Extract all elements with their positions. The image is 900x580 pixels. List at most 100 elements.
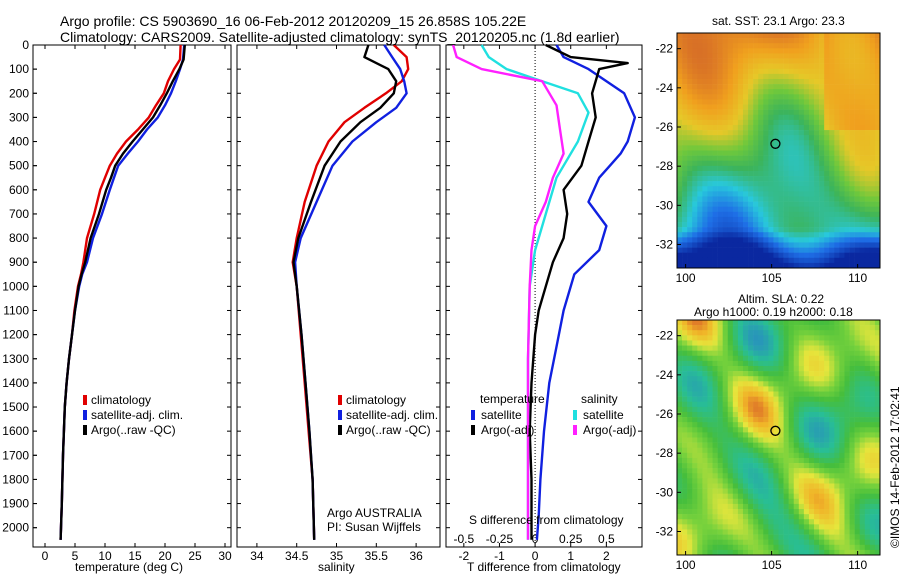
t-diff-xlabel: T difference from climatology	[467, 560, 621, 574]
sst-lat-tick-label: -28	[656, 159, 674, 173]
diff-xtick-label: -1	[494, 549, 505, 563]
diff-legend-label-1: Argo(-adj)	[481, 423, 534, 437]
figure-title-line2: Climatology: CARS2009. Satellite-adjuste…	[60, 29, 620, 45]
s-diff-xlabel: S difference from climatology	[469, 513, 624, 527]
sla-map-frame	[676, 319, 881, 556]
diff-legend-swatch-3	[573, 425, 577, 435]
depth-ytick-label: 1900	[2, 497, 29, 511]
legend-label-1: satellite-adj. clim.	[346, 408, 438, 422]
legend-label-0: climatology	[346, 393, 406, 407]
figure-title-line1: Argo profile: CS 5903690_16 06-Feb-2012 …	[60, 13, 527, 29]
depth-ytick-label: 1300	[2, 352, 29, 366]
legend-label-1: satellite-adj. clim.	[91, 408, 183, 422]
sst-lat-tick-label: -30	[656, 198, 674, 212]
imos-credit: ©IMOS 14-Feb-2012 17:02:41	[888, 386, 900, 548]
legend-label-0: climatology	[91, 393, 151, 407]
depth-ytick-label: 200	[9, 86, 29, 100]
sla-lon-tick-label: 110	[848, 558, 867, 572]
salinity-diff-tick-label: 0.25	[559, 532, 583, 546]
depth-ytick-label: 1100	[3, 303, 29, 317]
salinity-diff-tick-label: 0	[532, 532, 539, 546]
temperature-xtick-label: 10	[98, 549, 112, 563]
depth-ytick-label: 300	[9, 110, 29, 124]
salinity-series-climatology	[291, 44, 410, 540]
sst-argo-position-marker	[770, 138, 781, 149]
sst-lat-tick-label: -32	[656, 238, 674, 252]
sst-field	[677, 33, 881, 269]
salinity-diff-tick-label: -0.25	[486, 532, 514, 546]
diff-xtick-label: 1	[567, 549, 574, 563]
legend-swatch-1	[338, 410, 342, 420]
salinity-xtick-label: 36	[409, 549, 423, 563]
temperature-xlabel: temperature (deg C)	[75, 560, 184, 574]
depth-ytick-label: 2000	[2, 521, 29, 535]
sla-lat-tick-label: -26	[656, 407, 674, 421]
diff-series-temperature-satellite	[535, 44, 637, 540]
depth-ytick-label: 400	[9, 135, 29, 149]
temperature-series-argo-raw-qc-	[59, 44, 186, 540]
sst-map-frame	[676, 32, 881, 269]
sla-lat-tick-label: -24	[656, 368, 674, 382]
sla-lat-tick-label: -28	[656, 446, 674, 460]
depth-ytick-label: 900	[9, 255, 29, 269]
depth-ytick-label: 1500	[2, 400, 29, 414]
salinity-diff-tick-label: 0.5	[598, 532, 615, 546]
sla-map-panel: 100 105 110 -22 -24 -26 -28 -30 -32	[656, 319, 881, 572]
legend-swatch-0	[338, 395, 342, 405]
legend-label-2: Argo(..raw -QC)	[91, 423, 176, 437]
depth-ytick-label: 700	[9, 207, 29, 221]
depth-ytick-label: 600	[9, 183, 29, 197]
legend-swatch-0	[83, 395, 87, 405]
sst-lat-tick-label: -24	[656, 81, 674, 95]
depth-ytick-label: 1200	[2, 328, 29, 342]
depth-ytick-label: 1800	[2, 472, 29, 486]
depth-ytick-label: 0	[22, 38, 29, 52]
diff-xtick-label: -2	[458, 549, 469, 563]
legend-header-salinity: salinity	[581, 392, 618, 406]
salinity-xlabel: salinity	[318, 560, 355, 574]
salinity-series-argo-raw-qc-	[292, 44, 398, 540]
sst-map-title: sat. SST: 23.1 Argo: 23.3	[712, 14, 845, 28]
sst-map-panel: 100 105 110 -22 -24 -26 -28 -30 -32	[656, 32, 881, 285]
salinity-xtick-label: 35	[330, 549, 344, 563]
diff-legend-label-3: Argo(-adj)	[583, 423, 636, 437]
depth-ytick-label: 500	[9, 159, 29, 173]
sst-lat-tick-label: -26	[656, 120, 674, 134]
sla-argo-position-marker	[770, 425, 781, 436]
temperature-xtick-label: 30	[218, 549, 232, 563]
sst-lon-tick-label: 100	[676, 271, 696, 285]
sst-lon-tick-label: 110	[848, 271, 867, 285]
sst-lon-tick-label: 105	[762, 271, 782, 285]
diff-legend-swatch-2	[573, 410, 577, 420]
diff-xtick-label: 0	[532, 549, 539, 563]
temperature-xtick-label: 15	[128, 549, 142, 563]
depth-ytick-label: 1700	[2, 448, 29, 462]
salinity-xtick-label: 34	[250, 549, 264, 563]
temperature-xtick-label: 0	[42, 549, 49, 563]
depth-ytick-label: 800	[9, 231, 29, 245]
difference-profile-panel: -2 -1 0 1 2 -0.5 -0.25 0 0.25 0.5 temperature salin…	[445, 43, 643, 563]
depth-ytick-label: 1600	[2, 424, 29, 438]
legend-swatch-2	[338, 425, 342, 435]
sla-field	[677, 320, 881, 556]
sla-map-title: Altim. SLA: 0.22	[738, 292, 825, 306]
sla-lon-tick-label: 100	[676, 558, 696, 572]
diff-legend-label-0: satellite	[481, 408, 522, 422]
diff-plot-frame	[445, 44, 643, 548]
temperature-xtick-label: 5	[72, 549, 79, 563]
sla-lat-tick-label: -30	[656, 485, 674, 499]
temperature-xtick-label: 25	[188, 549, 202, 563]
diff-xtick-label: 2	[603, 549, 610, 563]
temperature-profile-panel: 0 5 10 15 20 25 300100200300400500600700800900…	[2, 38, 232, 563]
argo-program-note: Argo AUSTRALIA	[327, 506, 422, 520]
diff-legend-swatch-1	[471, 425, 475, 435]
temperature-series-satellite-adj-clim-	[59, 44, 186, 540]
legend-header-temperature: temperature	[480, 392, 545, 406]
sla-map-subtitle: Argo h1000: 0.19 h2000: 0.18	[694, 305, 853, 319]
legend-label-2: Argo(..raw -QC)	[346, 423, 431, 437]
depth-ytick-label: 100	[9, 62, 29, 76]
diff-series-salinity-argo-adj-	[451, 44, 565, 540]
argo-pi-note: PI: Susan Wijffels	[327, 520, 421, 534]
salinity-plot-frame	[236, 44, 441, 548]
